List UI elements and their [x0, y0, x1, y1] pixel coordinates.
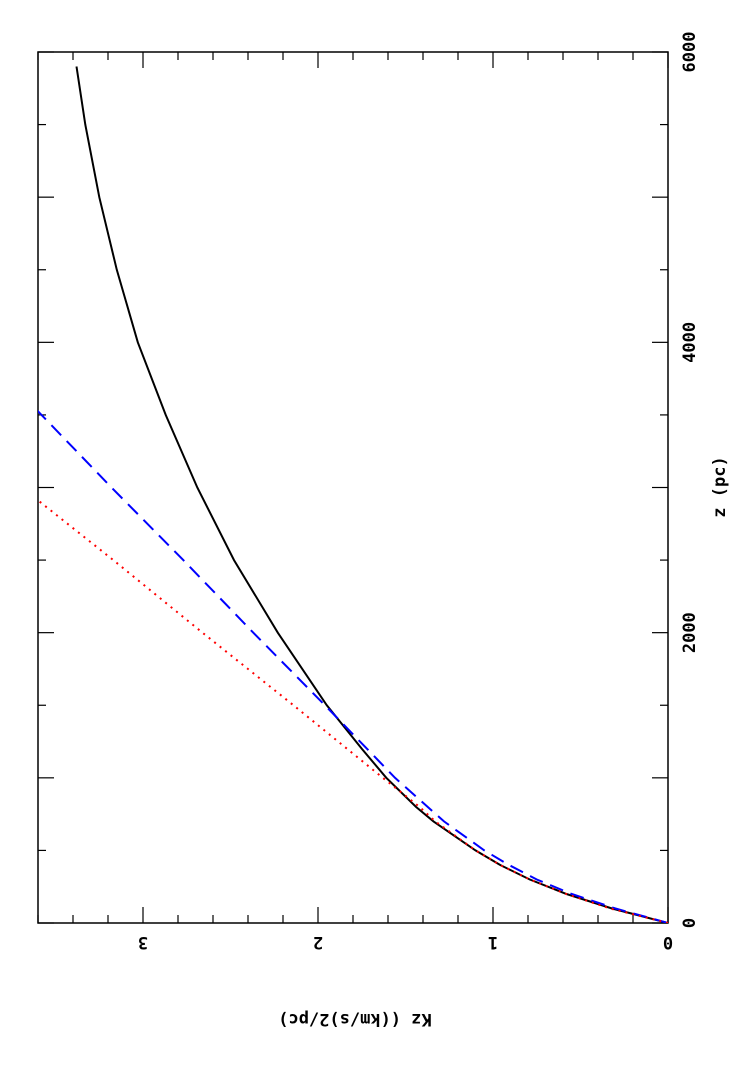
y-tick-label: 1 — [488, 932, 498, 952]
series-line-dotted — [38, 499, 668, 923]
plot-frame — [37, 51, 669, 924]
y-tick-label: 0 — [663, 932, 673, 952]
x-tick-label: 0 — [680, 918, 700, 928]
y-axis-title: Kz ((km/s)2/pc) — [278, 1009, 432, 1029]
x-tick-label: 4000 — [680, 322, 700, 363]
series-layer — [38, 66, 668, 923]
labels: 0 2000 4000 6000 0 1 2 3 — [138, 32, 700, 952]
series-line-solid — [75, 66, 668, 923]
series-line-dashed — [38, 409, 668, 923]
ticks — [37, 51, 669, 924]
x-tick-label: 2000 — [680, 612, 700, 653]
x-axis-title: z (pc) — [710, 456, 730, 517]
y-tick-label: 2 — [313, 932, 323, 952]
x-tick-label: 6000 — [680, 32, 700, 73]
y-tick-label: 3 — [138, 932, 148, 952]
